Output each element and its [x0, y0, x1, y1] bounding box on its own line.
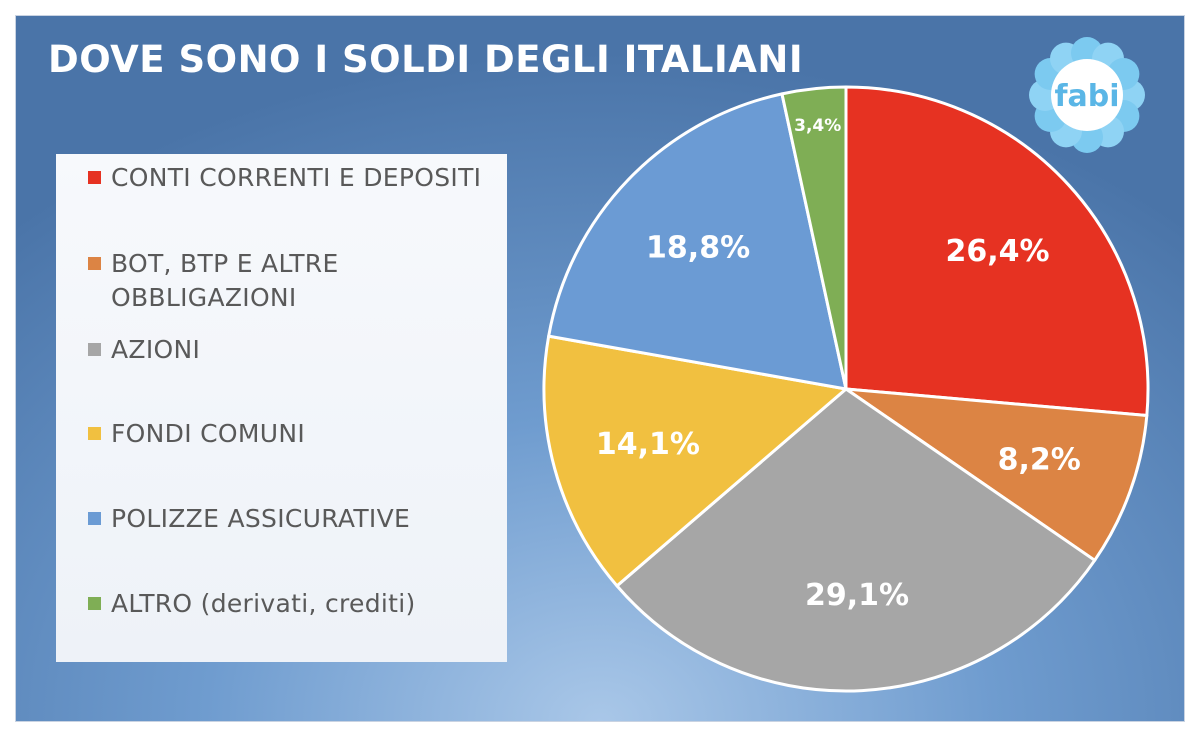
legend-label: ALTRO (derivati, crediti): [111, 589, 416, 618]
logo-text: fabi: [1054, 79, 1119, 114]
chart-frame: DOVE SONO I SOLDI DEGLI ITALIANI CONTI C…: [15, 15, 1185, 722]
data-label-polizze: 18,8%: [646, 230, 750, 265]
pie-slice-azioni: [615, 387, 1097, 693]
data-label-conti-correnti: 26,4%: [945, 234, 1049, 269]
legend-swatch: [88, 257, 101, 270]
legend-swatch: [88, 512, 101, 525]
pie-chart: 26,4% 8,2% 29,1% 14,1% 18,8% 3,4%: [542, 85, 1150, 693]
legend-item-polizze: POLIZZE ASSICURATIVE: [88, 502, 498, 536]
pie-slice-altro: [780, 85, 848, 391]
legend-swatch: [88, 597, 101, 610]
pie-slice-polizze: [547, 92, 848, 391]
chart-legend: CONTI CORRENTI E DEPOSITI BOT, BTP E ALT…: [56, 154, 507, 662]
pie-slice-obbligazioni: [844, 387, 1149, 562]
legend-label: AZIONI: [111, 335, 201, 364]
legend-swatch: [88, 171, 101, 184]
chart-title: DOVE SONO I SOLDI DEGLI ITALIANI: [48, 38, 804, 81]
fabi-logo: fabi: [1029, 37, 1145, 153]
legend-item-fondi-comuni: FONDI COMUNI: [88, 417, 498, 451]
legend-item-conti-correnti: CONTI CORRENTI E DEPOSITI: [88, 161, 498, 195]
data-label-altro: 3,4%: [794, 116, 841, 136]
data-label-azioni: 29,1%: [805, 578, 909, 613]
legend-swatch: [88, 427, 101, 440]
data-label-fondi-comuni: 14,1%: [596, 427, 700, 462]
legend-label: POLIZZE ASSICURATIVE: [111, 504, 411, 533]
data-label-obbligazioni: 8,2%: [998, 442, 1081, 477]
legend-swatch: [88, 343, 101, 356]
legend-label: FONDI COMUNI: [111, 419, 306, 448]
legend-item-obbligazioni: BOT, BTP E ALTRE OBBLIGAZIONI: [88, 247, 498, 315]
legend-item-azioni: AZIONI: [88, 333, 498, 367]
legend-label: CONTI CORRENTI E DEPOSITI: [111, 163, 482, 192]
legend-item-altro: ALTRO (derivati, crediti): [88, 587, 498, 621]
pie-slice-fondi-comuni: [542, 334, 848, 588]
pie-slice-conti-correnti: [844, 85, 1150, 418]
logo-center: [1051, 59, 1123, 131]
legend-label: BOT, BTP E ALTRE OBBLIGAZIONI: [111, 249, 339, 312]
